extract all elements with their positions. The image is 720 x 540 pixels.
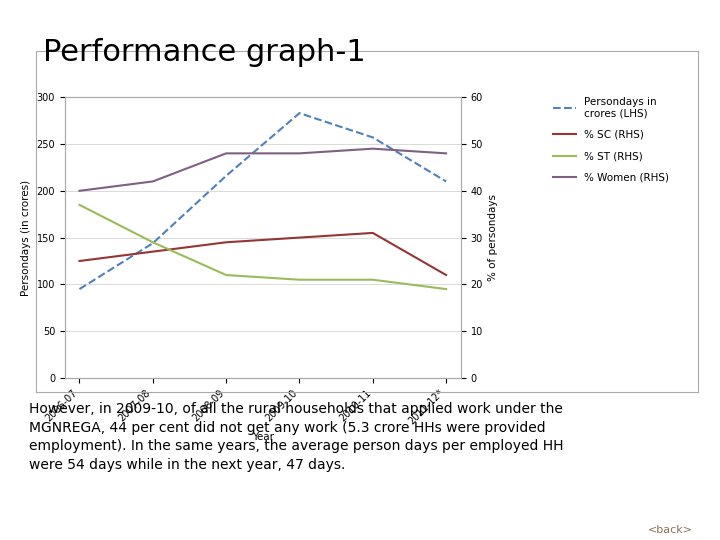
Text: Performance graph-1: Performance graph-1 bbox=[43, 38, 366, 67]
X-axis label: Year: Year bbox=[252, 433, 274, 442]
Y-axis label: % of persondays: % of persondays bbox=[488, 194, 498, 281]
Legend: Persondays in
crores (LHS), % SC (RHS), % ST (RHS), % Women (RHS): Persondays in crores (LHS), % SC (RHS), … bbox=[553, 97, 670, 183]
Text: However, in 2009-10, of all the rural households that applied work under the
MGN: However, in 2009-10, of all the rural ho… bbox=[29, 402, 563, 471]
Text: <back>: <back> bbox=[648, 524, 693, 535]
Y-axis label: Persondays (in crores): Persondays (in crores) bbox=[21, 179, 31, 296]
